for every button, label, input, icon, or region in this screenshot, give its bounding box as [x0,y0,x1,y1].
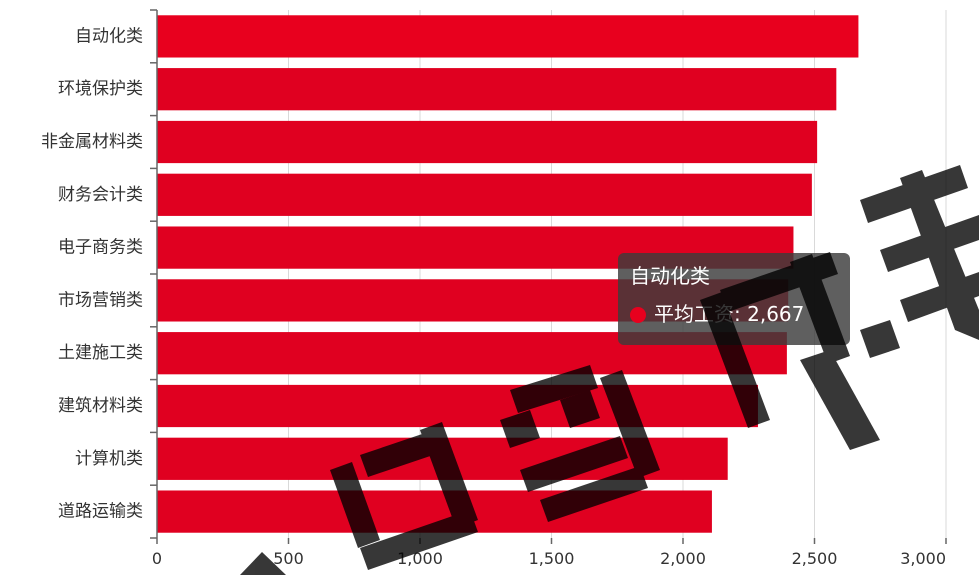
bar[interactable] [157,68,837,111]
x-tick-label: 1,500 [529,549,575,568]
x-tick-labels: 0 500 1,000 1,500 2,000 2,500 3,000 [152,549,946,568]
tooltip-separator: : [734,302,748,326]
category-labels: 自动化类环境保护类非金属材料类财务会计类电子商务类市场营销类土建施工类建筑材料类… [41,26,143,521]
x-tick-label: 0 [152,549,162,568]
x-tick-label: 2,000 [660,549,706,568]
category-label: 环境保护类 [58,79,143,99]
x-tick-label: 1,000 [397,549,443,568]
category-label: 非金属材料类 [41,132,143,152]
bar[interactable] [157,120,818,164]
category-label: 建筑材料类 [58,396,143,416]
bars [157,15,859,533]
bar[interactable] [157,173,812,216]
chart-tooltip: 自动化类 平均工资: 2,667 [618,253,850,345]
category-label: 电子商务类 [58,238,143,258]
tooltip-value: 2,667 [747,302,805,326]
x-tick-label: 2,500 [792,549,838,568]
category-label: 自动化类 [75,26,143,46]
category-label: 土建施工类 [58,343,143,363]
tooltip-row: 平均工资: 2,667 [630,301,838,327]
bar[interactable] [157,384,758,428]
tooltip-series-dot [630,307,646,323]
category-label: 计算机类 [75,449,143,469]
bar[interactable] [157,437,728,480]
category-label: 市场营销类 [58,290,143,310]
category-label: 财务会计类 [58,185,143,205]
category-label: 道路运输类 [58,502,143,522]
x-tick-label: 500 [273,549,304,568]
tooltip-series-label: 平均工资 [654,302,734,326]
tooltip-title: 自动化类 [630,264,710,288]
bar[interactable] [157,15,859,58]
x-tick-label: 3,000 [900,549,946,568]
bar[interactable] [157,490,712,533]
